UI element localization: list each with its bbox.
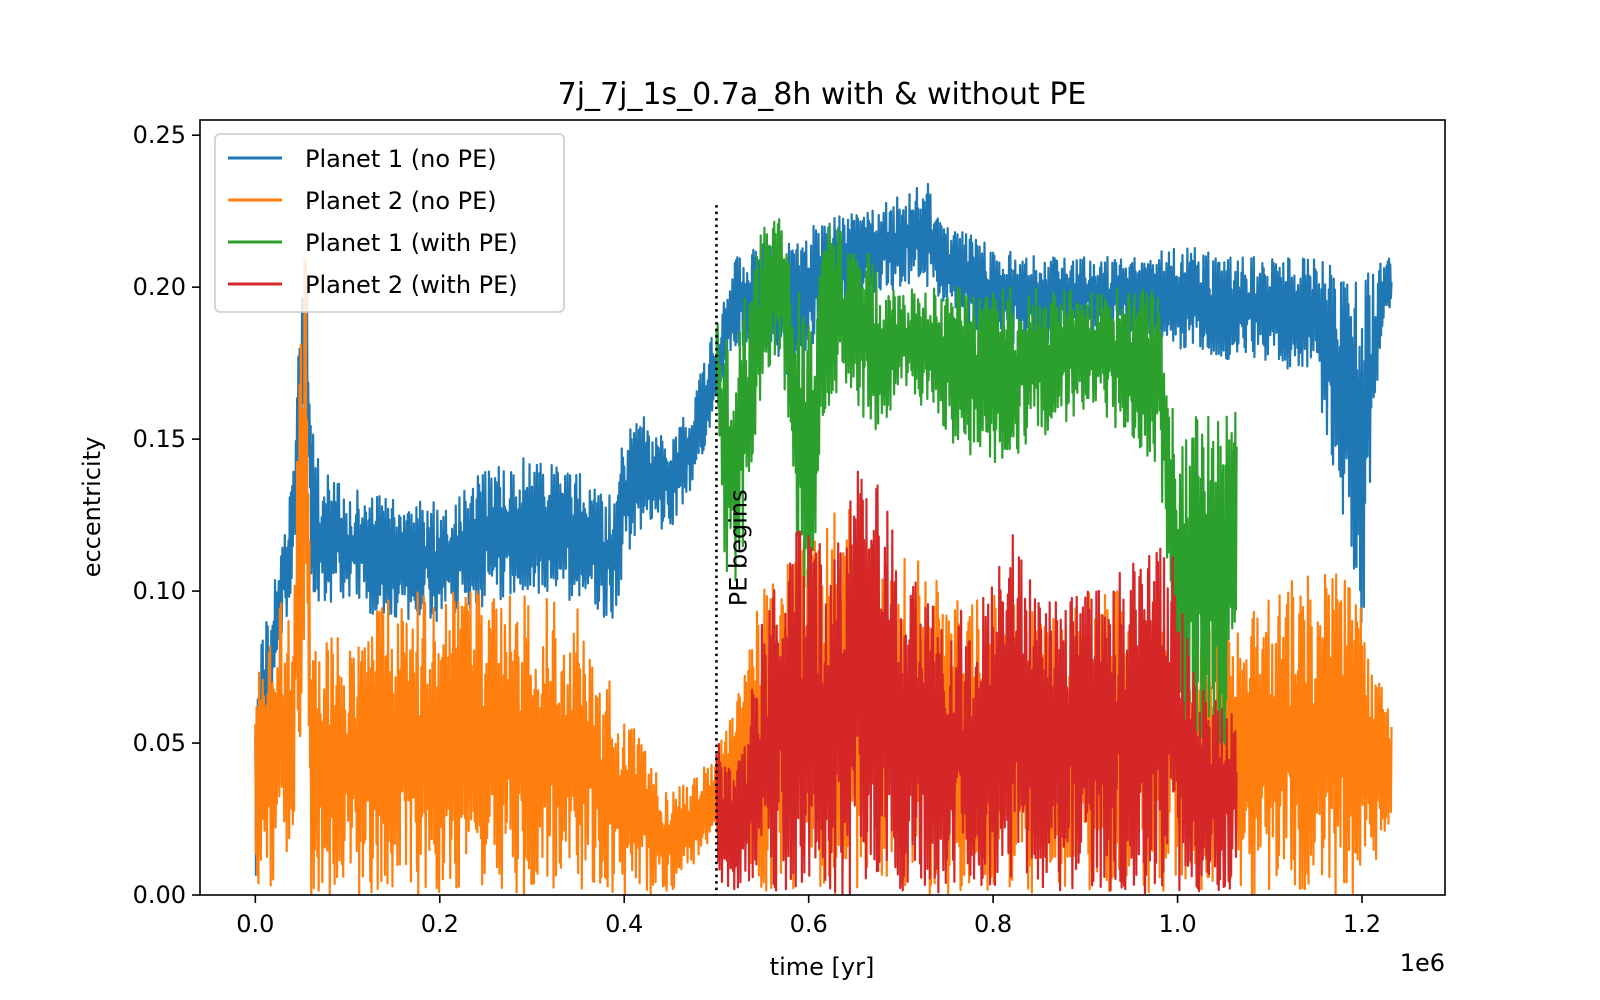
legend: Planet 1 (no PE) Planet 2 (no PE) Planet 1… xyxy=(214,133,565,313)
annotation-layer: PE begins xyxy=(715,205,752,895)
legend-entry: Planet 1 (no PE) xyxy=(305,145,497,173)
pe-begins-label: PE begins xyxy=(724,489,752,606)
y-axis-label: eccentricity xyxy=(78,437,106,578)
x-axis: 0.0 0.2 0.4 0.6 0.8 1.0 1.2 xyxy=(236,895,1381,938)
y-tick-label: 0.00 xyxy=(133,881,186,909)
series-3-line xyxy=(715,218,1238,757)
chart-title: 7j_7j_1s_0.7a_8h with & without PE xyxy=(558,77,1087,112)
series-1-line xyxy=(254,182,1393,876)
plot-frame xyxy=(199,119,1446,896)
legend-entry: Planet 2 (no PE) xyxy=(305,187,497,215)
x-tick-label: 0.0 xyxy=(236,910,274,938)
x-axis-offset-text: 1e6 xyxy=(1400,949,1445,977)
y-tick-label: 0.15 xyxy=(133,425,186,453)
legend-box xyxy=(214,133,565,313)
x-tick-label: 0.2 xyxy=(421,910,459,938)
x-tick-label: 0.8 xyxy=(974,910,1012,938)
x-axis-label: time [yr] xyxy=(770,953,875,981)
y-axis: 0.00 0.05 0.10 0.15 0.20 0.25 xyxy=(133,121,200,909)
series-layer xyxy=(254,182,1393,895)
legend-entry: Planet 2 (with PE) xyxy=(305,271,518,299)
x-tick-label: 1.0 xyxy=(1158,910,1196,938)
x-tick-label: 0.4 xyxy=(605,910,643,938)
x-tick-label: 1.2 xyxy=(1343,910,1381,938)
series-4-line xyxy=(715,470,1238,895)
y-tick-label: 0.05 xyxy=(133,729,186,757)
legend-entry: Planet 1 (with PE) xyxy=(305,229,518,257)
y-tick-label: 0.20 xyxy=(133,273,186,301)
y-tick-label: 0.25 xyxy=(133,121,186,149)
x-tick-label: 0.6 xyxy=(790,910,828,938)
y-tick-label: 0.10 xyxy=(133,577,186,605)
